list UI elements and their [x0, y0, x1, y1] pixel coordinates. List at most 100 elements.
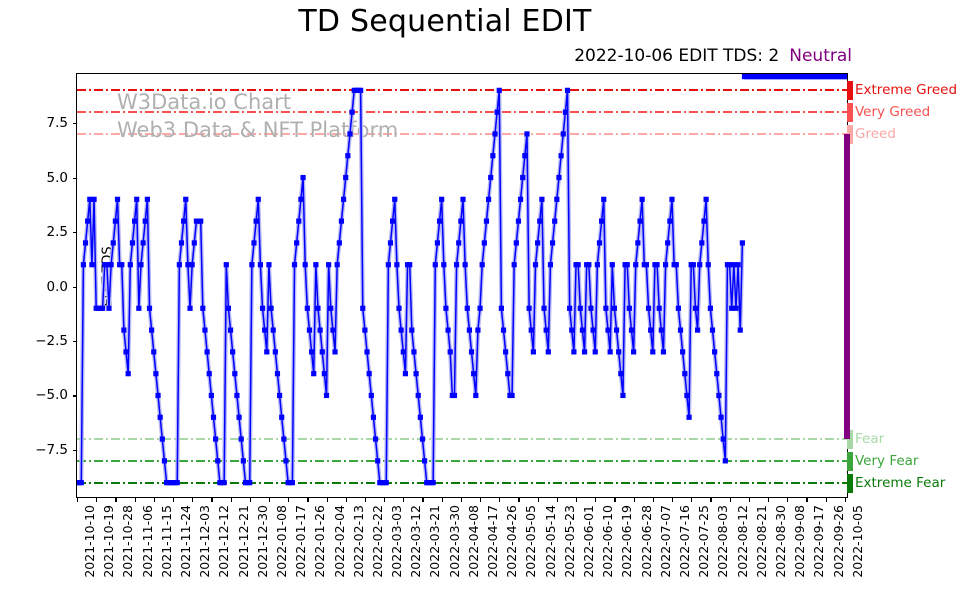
- data-point-marker: [844, 74, 847, 80]
- y-tick-label: 0.0: [46, 278, 68, 295]
- data-point-marker: [131, 218, 138, 224]
- data-point-marker: [626, 305, 632, 311]
- data-point-marker: [479, 262, 485, 268]
- data-point-marker: [543, 327, 549, 333]
- data-point-marker: [692, 305, 699, 311]
- data-point-marker: [537, 218, 543, 224]
- data-point-marker: [729, 305, 735, 311]
- data-point-marker: [733, 305, 739, 311]
- data-point-marker: [611, 305, 618, 311]
- data-point-marker: [722, 458, 728, 464]
- data-point-marker: [462, 262, 468, 268]
- data-point-marker: [345, 153, 351, 159]
- data-point-marker: [498, 305, 504, 311]
- data-point-marker: [682, 371, 688, 377]
- data-point-marker: [564, 87, 571, 93]
- data-point-marker: [387, 240, 394, 246]
- data-point-marker: [215, 458, 221, 464]
- x-tick-label: 2022-06-10: [600, 505, 616, 578]
- data-point-marker: [549, 240, 556, 246]
- data-point-marker: [539, 196, 545, 202]
- data-point-marker: [255, 196, 261, 202]
- data-point-marker: [665, 240, 671, 246]
- data-point-marker: [149, 327, 155, 333]
- data-point-marker: [161, 458, 168, 464]
- x-tick-mark: [307, 497, 309, 502]
- data-point-marker: [368, 392, 374, 399]
- data-point-marker: [279, 414, 285, 420]
- data-point-marker: [475, 327, 481, 333]
- data-point-marker: [466, 327, 472, 333]
- data-point-marker: [488, 174, 494, 181]
- threshold-line: [77, 438, 847, 440]
- data-point-marker: [579, 327, 586, 333]
- data-point-marker: [530, 349, 536, 355]
- x-tick-mark: [192, 497, 194, 502]
- x-tick-mark: [576, 497, 578, 502]
- data-point-marker: [701, 218, 707, 224]
- data-point-marker: [524, 131, 530, 137]
- data-point-marker: [347, 131, 353, 137]
- y-tick-mark: [72, 177, 77, 179]
- plot-clip: W3Data.io Chart Web3 Data & NFT Platform: [77, 74, 847, 497]
- data-point-marker: [575, 262, 581, 268]
- x-tick-label: 2022-05-14: [542, 505, 558, 578]
- data-point-marker: [588, 305, 594, 311]
- x-tick-label: 2022-08-30: [772, 505, 788, 578]
- y-tick-mark: [72, 449, 77, 452]
- x-tick-mark: [499, 497, 501, 502]
- data-point-marker: [375, 458, 381, 464]
- data-point-marker: [202, 327, 208, 333]
- x-tick-mark: [460, 497, 463, 502]
- data-point-marker: [234, 392, 240, 399]
- x-tick-label: 2022-06-19: [619, 505, 635, 578]
- x-tick-mark: [422, 497, 424, 502]
- x-tick-mark: [844, 497, 846, 502]
- data-point-marker: [654, 262, 660, 268]
- data-point-marker: [447, 349, 453, 355]
- data-point-marker: [146, 305, 153, 311]
- data-point-marker: [562, 109, 568, 115]
- data-point-marker: [409, 327, 415, 333]
- data-point-marker: [360, 305, 366, 311]
- subtitle-text: 2022-10-06 EDIT TDS: 2: [574, 46, 780, 66]
- x-tick-mark: [115, 497, 117, 502]
- data-point-marker: [554, 196, 560, 202]
- x-tick-label: 2021-12-03: [197, 505, 213, 578]
- data-point-marker: [289, 480, 295, 486]
- data-point-marker: [319, 349, 325, 355]
- y-tick-mark: [72, 232, 77, 234]
- data-point-marker: [451, 392, 458, 399]
- data-point-marker: [445, 327, 451, 333]
- threshold-line: [77, 89, 847, 92]
- threshold-label: Extreme Fear: [855, 474, 946, 491]
- data-point-marker: [108, 262, 114, 268]
- data-point-marker: [411, 349, 417, 355]
- data-point-marker: [181, 218, 187, 224]
- data-point-marker: [413, 371, 419, 377]
- data-point-marker: [603, 305, 609, 311]
- data-point-marker: [680, 349, 686, 355]
- x-tick-mark: [211, 497, 213, 502]
- data-point-marker: [262, 327, 268, 333]
- x-tick-label: 2022-01-26: [312, 505, 328, 578]
- data-point-marker: [157, 414, 163, 420]
- data-point-marker: [121, 327, 127, 333]
- data-point-marker: [106, 305, 112, 311]
- data-point-marker: [590, 327, 596, 333]
- y-tick-label: 5.0: [46, 169, 68, 186]
- x-tick-mark: [326, 497, 328, 502]
- data-point-marker: [520, 174, 526, 181]
- data-point-marker: [364, 349, 370, 355]
- y-tick-mark: [72, 340, 77, 343]
- x-tick-label: 2022-10-05: [849, 505, 865, 578]
- data-point-marker: [104, 262, 110, 268]
- threshold-swatch: [847, 430, 853, 450]
- data-point-marker: [663, 262, 669, 268]
- x-tick-mark: [767, 497, 770, 502]
- data-point-marker: [99, 305, 106, 311]
- x-tick-label: 2022-03-21: [427, 505, 443, 578]
- data-point-marker: [464, 305, 470, 311]
- x-tick-mark: [441, 497, 443, 502]
- x-tick-label: 2022-01-08: [273, 505, 289, 578]
